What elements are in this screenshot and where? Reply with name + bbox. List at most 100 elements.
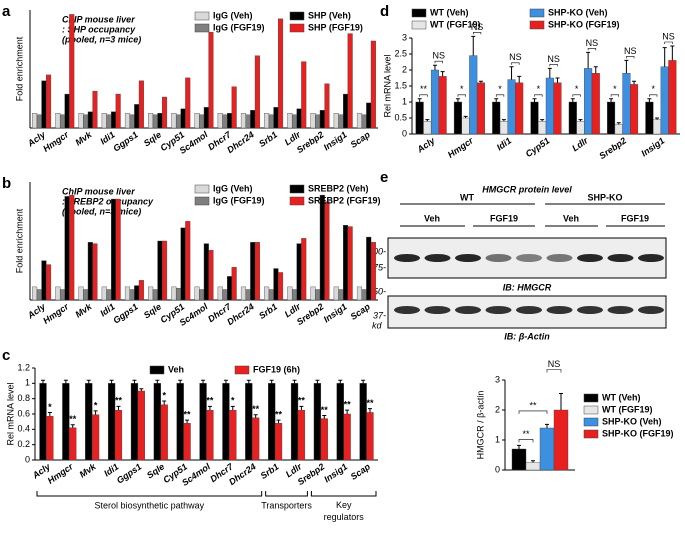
legend-label: IgG (FGF19) [213, 195, 265, 205]
bar [101, 286, 107, 301]
treatment-label: FGF19 [490, 213, 518, 223]
legend-swatch [583, 393, 599, 403]
significance: ** [420, 84, 428, 94]
error-bar [70, 424, 75, 428]
legend-label: SREBP2 (FGF19) [308, 195, 381, 205]
y-tick-label: 0.8 [17, 393, 30, 403]
legend-label: IgG (Veh) [213, 10, 253, 20]
bar [46, 74, 52, 129]
bar [297, 409, 306, 461]
legend-label: WT (Veh) [430, 7, 469, 17]
bar [83, 114, 89, 129]
error-bar [367, 408, 372, 413]
significance: * [460, 84, 464, 94]
error-bar [345, 409, 350, 414]
bar [129, 114, 135, 129]
y-tick-label: 2 [402, 64, 407, 74]
significance: NS [548, 359, 561, 369]
blot-band [424, 254, 451, 262]
y-axis-label: Rel mRNA level [5, 382, 15, 445]
x-tick-label: Ggps1 [111, 129, 140, 153]
bar [240, 286, 246, 301]
bar [176, 383, 184, 461]
bar [245, 289, 251, 301]
bar [134, 285, 140, 301]
bar [291, 114, 298, 129]
significance: * [537, 84, 541, 94]
bar [607, 101, 616, 135]
y-tick-label: 1.5 [394, 80, 407, 90]
error-bar [463, 115, 468, 118]
significance: ** [275, 410, 283, 420]
annotation: ChIP mouse liver [62, 14, 135, 24]
bar [78, 113, 84, 129]
x-tick-label: Acly [415, 135, 438, 155]
bar [124, 286, 130, 301]
error-bar [299, 405, 304, 411]
significance-bracket [649, 94, 658, 97]
error-bar [253, 414, 258, 418]
bar [553, 82, 562, 135]
error-bar [509, 66, 514, 80]
bar [92, 90, 98, 129]
significance-bracket [511, 62, 520, 65]
bar [194, 286, 200, 301]
y-tick-label: 2 [495, 404, 500, 414]
bar [83, 289, 89, 301]
blot-band [638, 306, 664, 314]
bar [310, 113, 316, 129]
x-tick-label: Dhcr24 [225, 129, 256, 155]
significance: ** [206, 396, 214, 406]
legend-swatch [411, 20, 427, 30]
bar [59, 114, 65, 129]
legend-label: SHP-KO (FGF19) [602, 428, 674, 438]
y-tick-label: 0.6 [17, 408, 30, 418]
error-bar [292, 379, 297, 384]
error-bar [555, 77, 560, 83]
error-bar [116, 405, 121, 411]
bar [175, 114, 182, 129]
panel-letter: d [380, 3, 389, 20]
error-bar [132, 379, 137, 384]
significance-bracket [434, 60, 443, 64]
x-tick-label: Mvk [73, 301, 94, 320]
error-bar [315, 379, 320, 384]
bar [41, 80, 47, 129]
bar [69, 194, 75, 301]
legend-label: SHP (Veh) [308, 10, 351, 20]
legend-swatch [289, 184, 305, 194]
x-tick-label: Srebp2 [295, 129, 326, 155]
bar [92, 243, 98, 301]
bar [250, 242, 256, 301]
bar [469, 55, 478, 135]
bar [296, 108, 302, 129]
bar [175, 288, 182, 301]
bar [39, 383, 47, 461]
bar [148, 113, 154, 129]
bar [584, 68, 593, 135]
x-tick-label: Insig1 [322, 129, 349, 152]
bar [137, 390, 145, 461]
bar [273, 107, 279, 129]
annotation: : SREBP2 occupancy [62, 196, 154, 206]
group-bracket [310, 491, 377, 497]
annotation: (pooled, n=3 mice) [62, 206, 141, 216]
x-tick-label: Srebp2 [597, 135, 628, 161]
error-bar [178, 379, 183, 384]
significance: ** [115, 396, 123, 406]
error-bar [155, 379, 160, 384]
significance-bracket [572, 94, 581, 97]
bar [278, 272, 284, 301]
bar [359, 383, 367, 461]
genotype-label: SHP-KO [587, 192, 622, 202]
bar [157, 240, 163, 301]
significance: * [575, 84, 579, 94]
significance-bracket [419, 94, 428, 97]
marker-label: 75- [373, 262, 386, 272]
significance: ** [344, 400, 352, 410]
significance: NS [547, 54, 560, 64]
error-bar [471, 35, 476, 56]
significance: * [231, 396, 235, 406]
bar [338, 114, 344, 129]
legend-swatch [583, 417, 599, 427]
